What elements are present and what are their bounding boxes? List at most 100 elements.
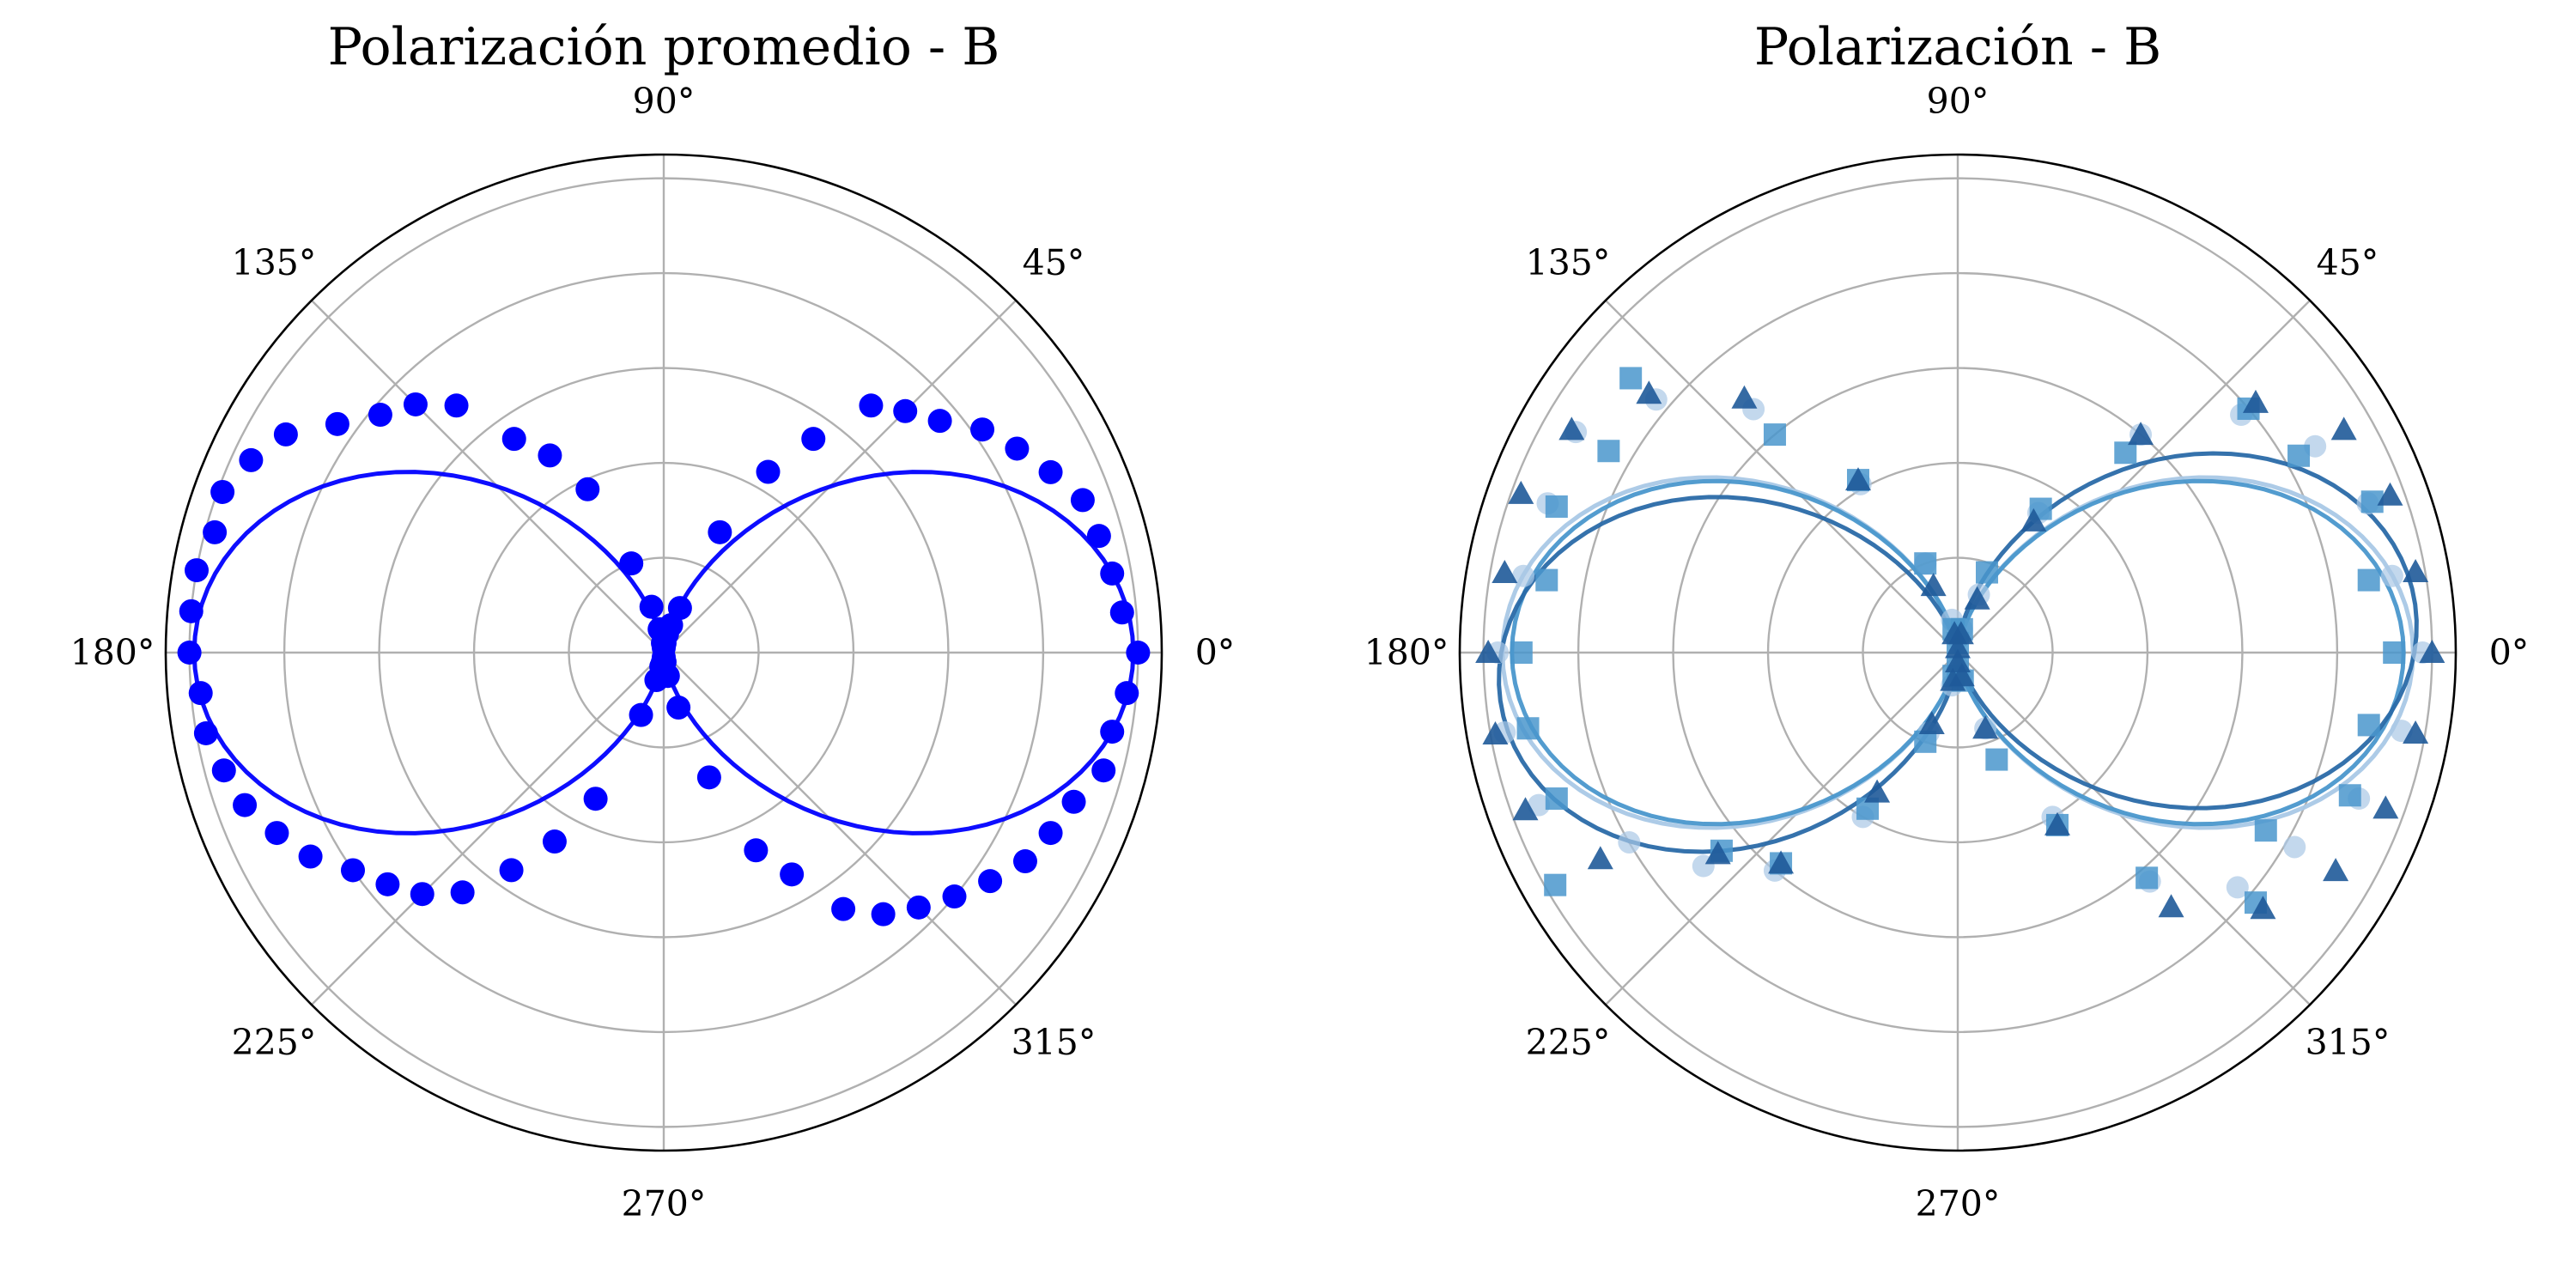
data-point <box>1763 423 1786 447</box>
grid-spoke <box>311 300 665 653</box>
data-point <box>1528 793 1551 817</box>
data-point <box>450 880 475 905</box>
data-point <box>1492 559 1518 583</box>
data-point <box>542 829 567 854</box>
data-point <box>177 641 202 665</box>
data-point <box>264 821 289 846</box>
data-point <box>185 558 210 583</box>
data-point <box>859 393 884 418</box>
data-point <box>2372 795 2399 819</box>
data-point <box>1976 561 1999 584</box>
grid-spoke <box>1957 652 2311 1005</box>
angle-tick-label: 135° <box>232 242 317 283</box>
angle-tick-label: 0° <box>1195 632 1236 673</box>
data-point <box>2128 422 2154 446</box>
angle-tick-label: 315° <box>2306 1022 2391 1063</box>
data-point <box>1945 649 1971 673</box>
data-point <box>666 696 691 720</box>
angle-tick-label: 90° <box>633 81 696 122</box>
data-point <box>188 681 213 706</box>
data-point <box>2380 564 2403 587</box>
data-point <box>501 427 526 452</box>
data-point <box>375 872 400 896</box>
data-point <box>1941 621 1968 645</box>
data-point <box>2242 389 2269 413</box>
data-point <box>298 844 323 869</box>
data-point <box>2330 416 2357 440</box>
data-point <box>1126 641 1151 665</box>
data-point <box>1587 846 1613 870</box>
data-point <box>2287 444 2311 467</box>
data-point <box>1475 640 1502 663</box>
grid-spoke <box>311 652 665 1005</box>
data-point <box>1618 830 1641 854</box>
data-point <box>410 882 434 907</box>
angle-tick-labels: 0° 45° 90° 135° 180° 225° 270° 315° <box>1364 81 2530 1224</box>
angle-tick-label: 0° <box>2489 632 2530 673</box>
chart-title: Polarización - B <box>1754 17 2161 77</box>
data-point <box>871 902 896 927</box>
data-point <box>239 447 264 472</box>
data-point <box>780 862 805 887</box>
data-point <box>193 721 218 746</box>
data-point <box>2357 714 2380 737</box>
data-point <box>2357 568 2380 592</box>
polar-grid <box>164 153 1163 1152</box>
data-point <box>942 884 967 909</box>
data-point <box>1005 436 1030 461</box>
data-point <box>1731 385 1758 409</box>
data-point <box>2254 819 2277 842</box>
data-point <box>655 664 680 689</box>
data-point <box>927 409 952 434</box>
data-point <box>1508 480 1534 504</box>
data-point <box>1845 467 1871 491</box>
data-point <box>1964 586 1990 610</box>
data-point <box>2419 640 2445 663</box>
polar-chart-individual: Polarización - B 0° 45° 90° 135° 180° 225° 270… <box>1364 17 2530 1224</box>
data-point <box>1512 564 1535 587</box>
data-point <box>970 417 995 442</box>
grid-spoke <box>1957 300 2311 653</box>
data-point <box>2136 866 2159 890</box>
data-point <box>1091 758 1116 783</box>
data-point <box>1038 821 1063 846</box>
data-point <box>756 459 781 484</box>
data-point <box>1914 552 1937 575</box>
data-point <box>2226 876 2249 899</box>
data-point <box>831 896 856 921</box>
data-point <box>1535 568 1558 592</box>
data-point <box>1597 440 1620 463</box>
chart-title: Polarización promedio - B <box>328 17 1000 77</box>
data-point <box>2403 558 2429 582</box>
data-point <box>1945 635 1971 659</box>
data-point <box>2377 482 2403 506</box>
data-point <box>2338 784 2361 807</box>
data-point <box>2383 641 2406 664</box>
data-point <box>325 411 349 436</box>
angle-tick-label: 270° <box>622 1183 707 1224</box>
data-point <box>2044 811 2070 835</box>
data-points <box>1475 367 2445 920</box>
data-point <box>2020 507 2047 532</box>
data-point <box>2403 720 2429 744</box>
data-point <box>1510 641 1533 664</box>
data-point <box>647 617 672 641</box>
data-points <box>177 392 1151 927</box>
angle-tick-label: 225° <box>1526 1022 1611 1063</box>
grid-spoke <box>663 652 1017 1005</box>
data-point <box>1948 663 1975 687</box>
data-point <box>1109 600 1134 625</box>
data-point <box>629 702 653 727</box>
data-point <box>444 393 469 418</box>
data-point <box>1545 787 1568 811</box>
data-point <box>1768 850 1795 874</box>
data-point <box>1920 573 1947 597</box>
data-point <box>744 838 769 863</box>
data-point <box>210 479 235 504</box>
data-point <box>1544 873 1567 896</box>
data-point <box>1636 380 1662 404</box>
data-point <box>1512 797 1539 821</box>
grid-spoke <box>1605 300 1959 653</box>
